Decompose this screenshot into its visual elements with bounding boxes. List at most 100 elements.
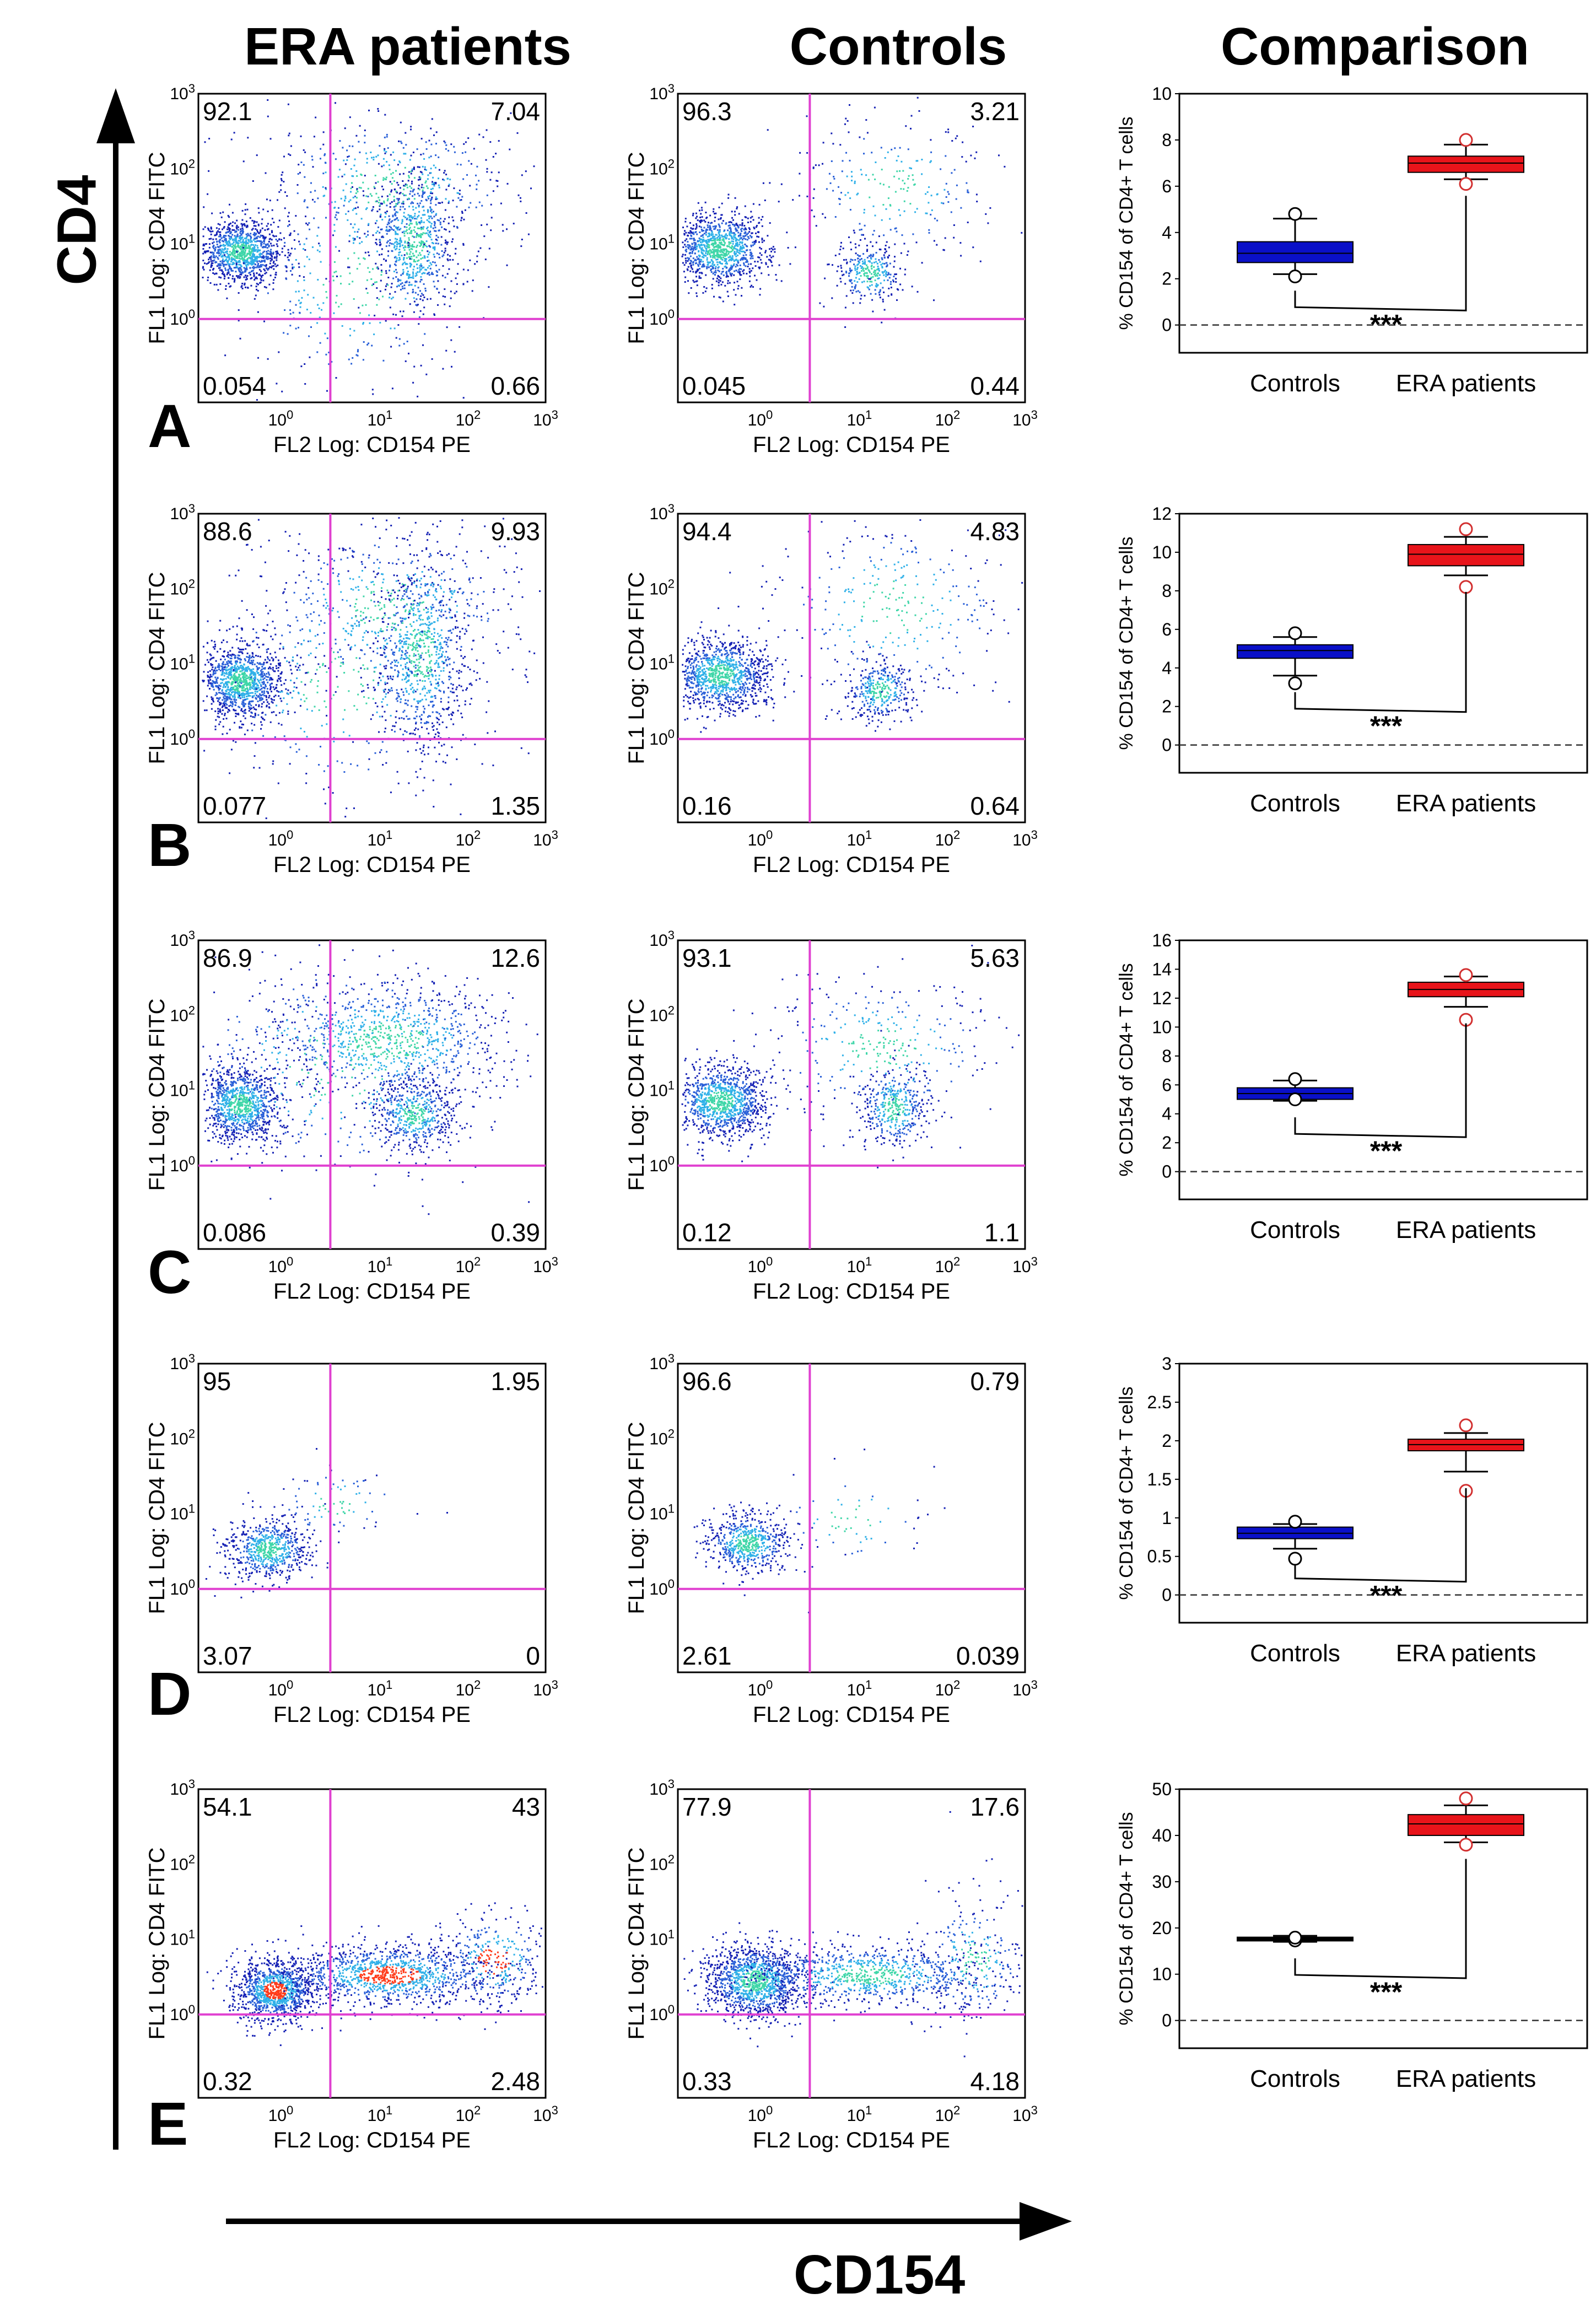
quadrant-value-lower-left: 0.077 (203, 792, 266, 820)
x-tick-label: 102 (935, 1678, 961, 1699)
plot-frame (197, 93, 547, 403)
flow-y-axis-title: FL1 Log: CD4 FITC (628, 1847, 649, 2039)
quadrant-value-lower-right: 1.1 (984, 1218, 1020, 1247)
y-tick-label: 10 (1152, 542, 1172, 562)
y-tick-label: 103 (170, 1778, 195, 1799)
plot-frame (197, 513, 547, 823)
era-flow-plot-e: 54.1 43 0.32 2.48 100 101 102 103 100 101 102 103 FL… (149, 1778, 558, 2152)
event-dots (683, 1811, 1023, 2058)
controls-outlier-point (1288, 270, 1302, 284)
controls-outlier-point (1288, 626, 1302, 640)
x-tick-label: 101 (368, 1255, 393, 1276)
flow-y-axis-title: FL1 Log: CD4 FITC (149, 998, 169, 1191)
event-dots (693, 1449, 946, 1613)
significance-bracket (1294, 591, 1467, 713)
y-tick-label: 103 (649, 83, 675, 103)
boxplot-y-axis-title: % CD154 of CD4+ T cells (1116, 536, 1137, 750)
y-tick-label: 101 (170, 232, 195, 254)
y-tick-label: 103 (649, 1353, 675, 1373)
controls-outlier-point (1288, 1072, 1302, 1086)
flow-x-axis-title: FL2 Log: CD154 PE (273, 1703, 471, 1727)
y-tick-label: 102 (170, 157, 195, 178)
quadrant-value-lower-left: 3.07 (203, 1641, 252, 1670)
flow-y-axis-title: FL1 Log: CD4 FITC (149, 572, 169, 764)
y-tick-label: 101 (649, 232, 675, 254)
y-tick-label: 0 (1162, 1585, 1172, 1605)
flow-y-axis-title: FL1 Log: CD4 FITC (628, 152, 649, 344)
era-box (1408, 543, 1524, 567)
x-tick-label: 100 (268, 828, 294, 849)
plot-frame (677, 939, 1026, 1250)
quadrant-value-lower-right: 1.35 (490, 792, 540, 820)
x-tick-label: 102 (456, 1678, 481, 1699)
flow-y-axis-title: FL1 Log: CD4 FITC (149, 152, 169, 344)
era-patients-title: ERA patients (244, 17, 571, 76)
category-label-era: ERA patients (1396, 790, 1536, 817)
event-dots (682, 519, 1023, 740)
era-flow-plot-a: 92.1 7.04 0.054 0.66 100 101 102 103 100 101 102 10… (149, 83, 558, 457)
quadrant-value-upper-left: 95 (203, 1367, 231, 1396)
y-tick-label: 100 (649, 1577, 675, 1598)
quadrant-value-upper-right: 4.83 (970, 517, 1020, 546)
y-tick-label: 100 (170, 307, 195, 329)
quadrant-value-upper-left: 94.4 (682, 517, 732, 546)
x-tick-label: 103 (533, 828, 558, 849)
x-tick-label: 100 (268, 1678, 294, 1699)
y-tick-label: 103 (170, 503, 195, 523)
y-tick-label: 3 (1162, 1354, 1172, 1374)
quadrant-value-lower-right: 4.18 (970, 2067, 1020, 2096)
significance-bracket (1294, 1859, 1467, 1979)
y-tick-label: 6 (1162, 620, 1172, 639)
y-tick-label: 20 (1152, 1918, 1172, 1938)
quadrant-value-upper-left: 86.9 (203, 944, 252, 972)
quadrant-value-lower-left: 0.16 (682, 792, 732, 820)
y-tick-label: 4 (1162, 1104, 1172, 1124)
era-outlier-point (1459, 1418, 1473, 1433)
y-tick-label: 2 (1162, 269, 1172, 289)
y-tick-label: 102 (170, 1003, 195, 1025)
x-tick-label: 101 (847, 1678, 872, 1699)
boxplot-y-axis-title: % CD154 of CD4+ T cells (1116, 1812, 1137, 2025)
quadrant-value-lower-left: 0.086 (203, 1218, 266, 1247)
x-tick-label: 102 (456, 2103, 481, 2125)
plot-frame (677, 1788, 1026, 2099)
plot-frame (197, 1363, 547, 1673)
y-tick-label: 101 (170, 652, 195, 674)
quadrant-value-upper-left: 88.6 (203, 517, 252, 546)
y-tick-label: 103 (649, 503, 675, 523)
quadrant-value-lower-right: 0.64 (970, 792, 1020, 820)
comparison-boxplot-e: 0 10 20 30 40 50 % CD154 of CD4+ T cells Contro… (1116, 1779, 1588, 2092)
y-tick-label: 0 (1162, 1162, 1172, 1182)
y-tick-label: 8 (1162, 1046, 1172, 1066)
controls-box (1237, 241, 1354, 263)
y-tick-label: 2 (1162, 697, 1172, 717)
quadrant-value-upper-right: 9.93 (490, 517, 540, 546)
x-tick-label: 103 (1012, 2103, 1038, 2125)
y-tick-label: 100 (170, 727, 195, 749)
y-tick-label: 1.5 (1147, 1469, 1172, 1489)
y-tick-label: 102 (170, 1852, 195, 1873)
controls-flow-plot-a: 96.3 3.21 0.045 0.44 100 101 102 103 100 101 102 10… (628, 83, 1038, 457)
significance-marker: *** (1370, 309, 1403, 340)
x-tick-label: 102 (935, 1255, 961, 1276)
y-tick-label: 0.5 (1147, 1547, 1172, 1566)
y-tick-label: 4 (1162, 223, 1172, 243)
x-tick-label: 100 (268, 408, 294, 429)
y-tick-label: 30 (1152, 1872, 1172, 1892)
row-label-a: A (148, 392, 192, 460)
row-label-c: C (148, 1239, 192, 1306)
flow-x-axis-title: FL2 Log: CD154 PE (273, 1279, 471, 1304)
y-tick-label: 100 (170, 1154, 195, 1175)
x-tick-label: 103 (1012, 828, 1038, 849)
y-tick-label: 102 (649, 1003, 675, 1025)
category-label-controls: Controls (1250, 790, 1340, 817)
cd154-axis-label: CD154 (794, 2244, 966, 2306)
quadrant-value-upper-left: 77.9 (682, 1792, 732, 1821)
controls-flow-plot-e: 77.9 17.6 0.33 4.18 100 101 102 103 100 101 102 103… (628, 1778, 1038, 2152)
quadrant-value-upper-right: 5.63 (970, 944, 1020, 972)
comparison-title: Comparison (1220, 17, 1530, 76)
category-label-controls: Controls (1250, 370, 1340, 397)
x-tick-label: 101 (847, 828, 872, 849)
y-tick-label: 50 (1152, 1779, 1172, 1799)
